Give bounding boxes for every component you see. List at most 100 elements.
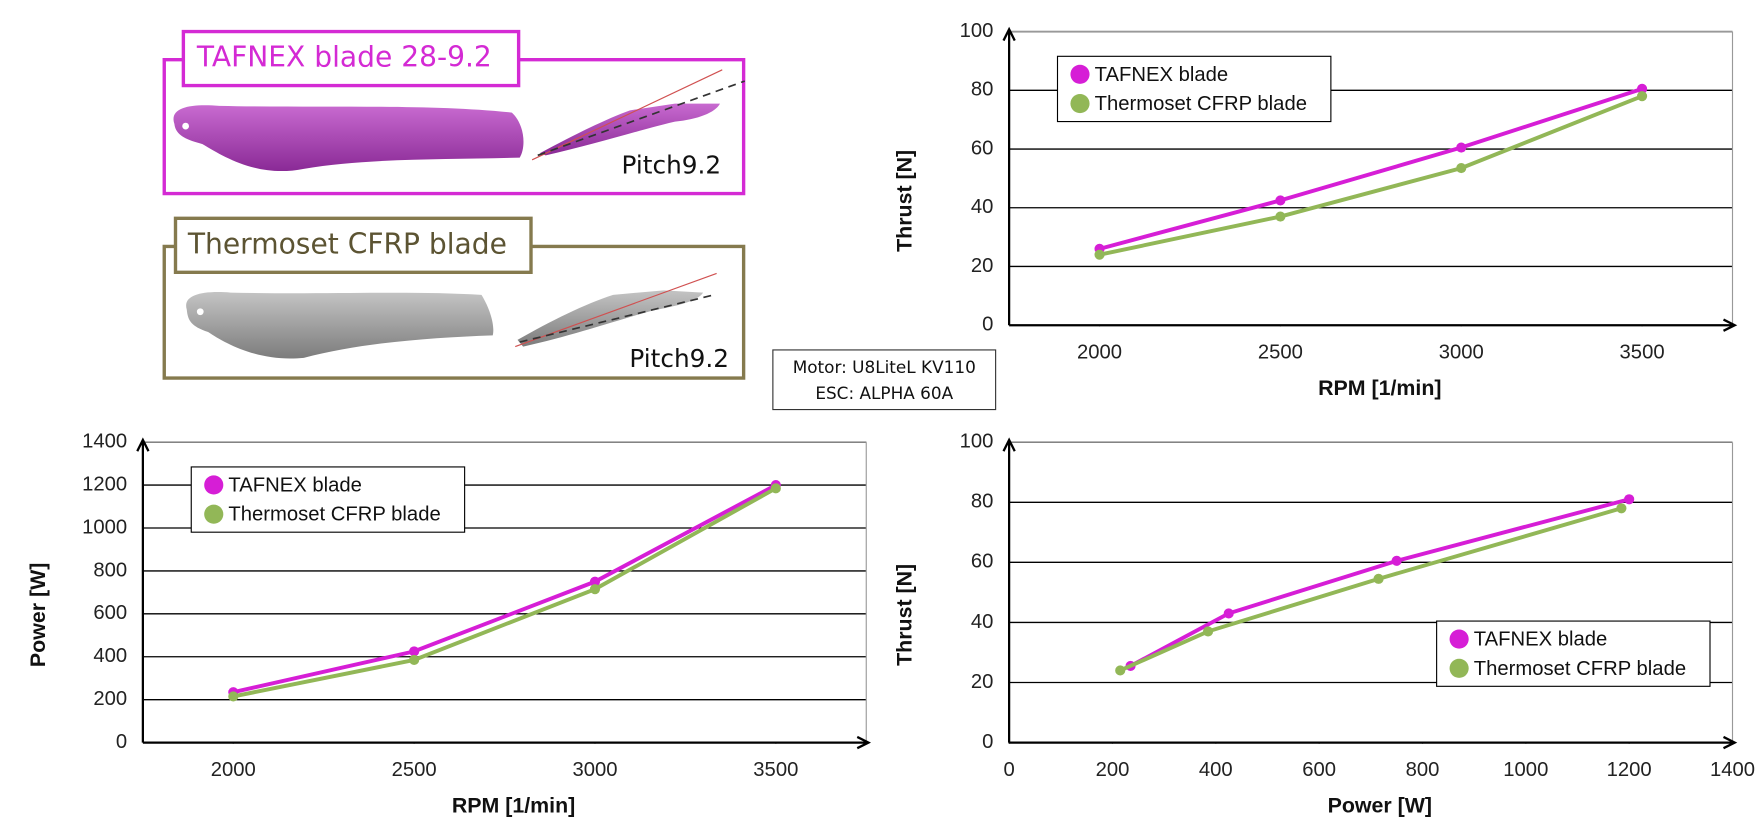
note-text: Motor: U8LiteL KV110 xyxy=(793,357,976,377)
data-point xyxy=(1616,503,1627,514)
y-tick-label: 60 xyxy=(971,137,994,159)
legend-box xyxy=(1056,55,1332,123)
legend-marker xyxy=(1070,94,1090,114)
legend-box xyxy=(190,466,466,533)
data-point xyxy=(1202,626,1214,637)
data-point xyxy=(1275,195,1286,206)
data-point xyxy=(770,483,781,494)
series-line xyxy=(1129,497,1630,668)
y-axis xyxy=(1002,26,1016,326)
data-point xyxy=(1456,163,1467,174)
data-point xyxy=(1094,249,1105,260)
legend-label: Thermoset CFRP blade xyxy=(1474,658,1686,680)
pitch-label: Pitch9.2 xyxy=(629,344,729,373)
y-tick-label: 60 xyxy=(971,551,994,573)
legend-marker xyxy=(1070,64,1090,84)
x-tick-label: 3000 xyxy=(1439,342,1484,364)
data-point xyxy=(1373,573,1384,584)
x-tick-label: 1400 xyxy=(1710,759,1755,781)
legend-label: TAFNEX blade xyxy=(1474,629,1608,651)
blade-side xyxy=(540,103,720,156)
data-point xyxy=(409,654,420,666)
x-axis-label: Power [W] xyxy=(1328,793,1432,817)
y-tick-label: 0 xyxy=(982,731,993,753)
y-tick-label: 200 xyxy=(93,688,127,710)
series-line xyxy=(232,483,777,695)
y-tick-label: 400 xyxy=(93,645,127,667)
chord-line xyxy=(537,80,746,157)
x-tick-label: 0 xyxy=(1003,759,1014,781)
panel-label-box xyxy=(173,216,533,274)
y-axis xyxy=(1002,437,1016,743)
chord-line xyxy=(519,293,715,343)
y-tick-label: 40 xyxy=(971,611,994,633)
panel-label: Thermoset CFRP blade xyxy=(187,227,507,260)
blade-image xyxy=(173,105,524,172)
legend-marker xyxy=(1449,629,1469,649)
x-tick-label: 200 xyxy=(1096,759,1130,781)
y-tick-label: 0 xyxy=(116,731,127,753)
blade-image xyxy=(186,292,494,359)
y-tick-label: 1200 xyxy=(82,473,127,495)
x-tick-label: 2000 xyxy=(211,759,256,781)
legend-label: Thermoset CFRP blade xyxy=(228,504,440,526)
note-text: ESC: ALPHA 60A xyxy=(815,383,953,403)
x-axis-label: RPM [1/min] xyxy=(1318,376,1441,400)
note-box xyxy=(772,349,997,411)
data-point xyxy=(1223,608,1234,619)
legend-marker xyxy=(204,504,224,524)
data-point xyxy=(589,584,601,595)
x-tick-label: 800 xyxy=(1406,759,1440,781)
data-point xyxy=(409,646,420,657)
series-line xyxy=(1099,94,1643,257)
x-tick-label: 3500 xyxy=(1620,342,1665,364)
y-tick-label: 800 xyxy=(93,559,127,581)
series-line xyxy=(1099,86,1643,251)
panel-label-box xyxy=(181,29,521,88)
legend-label: TAFNEX blade xyxy=(228,474,362,496)
data-point xyxy=(1624,494,1635,505)
hole xyxy=(196,308,204,316)
series-line xyxy=(1119,506,1622,673)
x-tick-label: 400 xyxy=(1199,759,1233,781)
x-axis xyxy=(142,735,872,750)
y-axis-label: Thrust [N] xyxy=(892,150,916,252)
data-point xyxy=(1391,555,1402,566)
x-tick-label: 600 xyxy=(1302,759,1336,781)
y-tick-label: 1000 xyxy=(82,516,127,538)
x-axis-label: RPM [1/min] xyxy=(452,793,575,817)
y-axis-label: Thrust [N] xyxy=(892,564,916,666)
y-tick-label: 600 xyxy=(93,602,127,624)
data-point xyxy=(589,576,601,587)
y-tick-label: 0 xyxy=(982,314,993,336)
data-point xyxy=(228,691,239,702)
x-tick-label: 2500 xyxy=(1258,342,1303,364)
y-tick-label: 20 xyxy=(971,255,994,277)
y-tick-label: 100 xyxy=(960,20,994,42)
x-axis xyxy=(1009,735,1738,750)
y-tick-label: 40 xyxy=(971,196,994,218)
panel-label: TAFNEX blade 28-9.2 xyxy=(196,41,492,74)
x-axis xyxy=(1009,318,1738,332)
data-point xyxy=(1275,211,1286,222)
legend-marker xyxy=(1449,658,1469,678)
y-tick-label: 80 xyxy=(971,491,994,513)
y-axis xyxy=(136,437,150,743)
data-point xyxy=(1456,142,1467,153)
legend-label: Thermoset CFRP blade xyxy=(1095,93,1307,115)
y-tick-label: 80 xyxy=(971,79,994,101)
x-tick-label: 3500 xyxy=(753,759,798,781)
y-tick-label: 100 xyxy=(960,431,994,453)
series-line xyxy=(232,486,777,699)
blade-side xyxy=(517,290,704,347)
hole xyxy=(182,122,189,130)
x-tick-label: 1200 xyxy=(1607,759,1652,781)
pitch-line xyxy=(531,69,723,161)
legend-marker xyxy=(204,475,224,495)
y-tick-label: 20 xyxy=(971,671,994,693)
y-tick-label: 1400 xyxy=(82,431,127,453)
data-point xyxy=(1637,91,1648,102)
legend-box xyxy=(1436,620,1711,687)
